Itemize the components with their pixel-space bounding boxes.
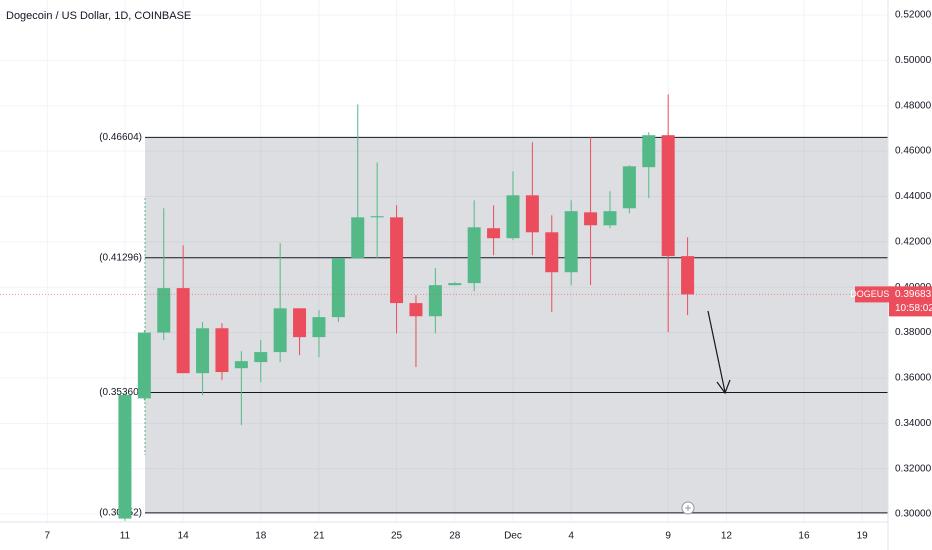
x-tick-label: 11	[120, 531, 131, 542]
price-tag	[889, 286, 932, 317]
y-tick-label: 0.34000	[895, 418, 932, 429]
candle-body	[642, 135, 656, 168]
candle-body	[157, 288, 171, 333]
x-tick-label: 18	[255, 531, 267, 542]
range-box	[145, 137, 888, 513]
add-icon	[685, 505, 691, 511]
x-tick-label: 19	[857, 531, 869, 542]
candle-body	[564, 211, 578, 273]
y-tick-label: 0.50000	[895, 55, 932, 66]
candle-body	[487, 228, 501, 239]
symbol-tag	[855, 286, 892, 303]
y-tick-label: 0.42000	[895, 236, 932, 247]
arrow-head	[716, 379, 731, 395]
x-tick-label: 16	[798, 531, 810, 542]
candle-body	[428, 285, 442, 317]
candle-body	[467, 227, 481, 284]
x-tick-label: 9	[665, 531, 671, 542]
y-tick-label: 0.52000	[895, 10, 932, 21]
y-tick-label: 0.36000	[895, 373, 932, 384]
symbol-label: DOGEUSD	[850, 289, 896, 299]
candle-body	[409, 303, 423, 317]
candle-body	[351, 217, 365, 259]
level-label: (0.35360)	[99, 387, 142, 398]
x-tick-label: 25	[391, 531, 403, 542]
x-tick-label: 12	[721, 531, 733, 542]
x-tick-label: 21	[313, 531, 325, 542]
level-label: (0.41296)	[99, 252, 142, 263]
y-tick-label: 0.46000	[895, 146, 932, 157]
candle-body	[390, 217, 404, 304]
candle-body	[234, 361, 248, 369]
candle-body	[661, 135, 675, 257]
x-tick-label: 4	[568, 531, 574, 542]
candle-body	[681, 256, 695, 295]
candle-body	[137, 332, 151, 399]
candle-body	[506, 195, 520, 239]
arrow	[707, 310, 726, 393]
candle-body	[370, 216, 384, 218]
candle-body	[545, 232, 559, 273]
candles	[118, 94, 695, 521]
candle-body	[273, 308, 287, 353]
countdown-label: 10:58:02	[895, 303, 932, 314]
x-tick-label: Dec	[504, 531, 522, 542]
candle-body	[622, 166, 636, 209]
y-tick-label: 0.32000	[895, 463, 932, 474]
y-tick-label: 0.30000	[895, 509, 932, 520]
candle-body	[196, 328, 210, 374]
chart-title: Dogecoin / US Dollar, 1D, COINBASE	[6, 10, 191, 22]
drawings: (0.46604)(0.41296)(0.35360)(0.30052)	[99, 132, 888, 519]
candle-body	[312, 317, 326, 338]
candle-body	[254, 352, 268, 363]
y-tick-label: 0.44000	[895, 191, 932, 202]
x-tick-label: 7	[45, 531, 51, 542]
level-label: (0.46604)	[99, 132, 142, 143]
candle-body	[603, 211, 617, 226]
candle-body	[215, 328, 229, 373]
x-tick-label: 14	[178, 531, 190, 542]
x-tick-label: 28	[449, 531, 461, 542]
candle-body	[525, 195, 539, 233]
candle-body	[331, 258, 345, 318]
candle-body	[584, 212, 598, 226]
y-tick-label: 0.38000	[895, 327, 932, 338]
candle-body	[176, 288, 190, 374]
candle-body	[118, 394, 132, 519]
candle-body	[293, 308, 307, 338]
candle-body	[448, 283, 462, 286]
y-tick-label: 0.48000	[895, 100, 932, 111]
last-price-label: 0.39683	[895, 289, 932, 300]
